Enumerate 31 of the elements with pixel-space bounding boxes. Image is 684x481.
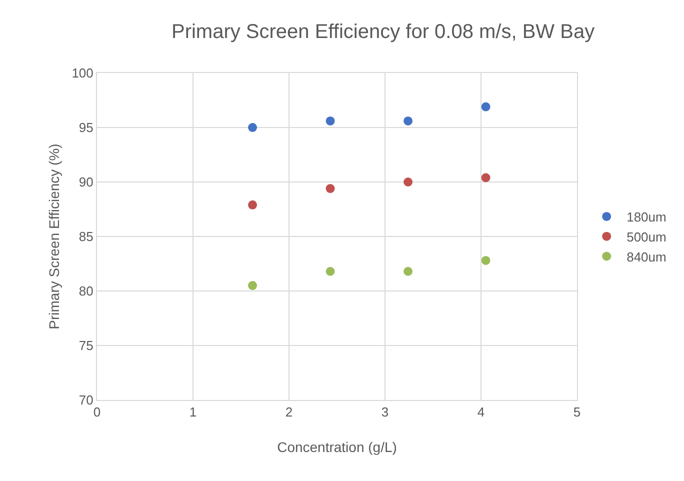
x-axis-title: Concentration (g/L)	[277, 439, 397, 455]
x-tick-label: 3	[381, 404, 389, 420]
legend-label: 500um	[626, 229, 666, 244]
point	[481, 256, 490, 265]
legend-label: 840um	[626, 249, 666, 264]
x-tick-label: 5	[573, 404, 581, 420]
x-tick-label: 1	[189, 404, 197, 420]
y-axis-title: Primary Screen Efficiency (%)	[46, 144, 62, 330]
y-tick-label: 100	[72, 66, 94, 81]
point	[326, 116, 335, 126]
y-tick-label: 90	[78, 174, 94, 190]
y-tick-label: 70	[78, 392, 94, 408]
y-tick-label: 95	[78, 120, 94, 136]
x-tick-label: 2	[285, 404, 293, 420]
point	[248, 200, 258, 210]
point	[248, 281, 258, 290]
point	[404, 266, 413, 276]
chart-title: Primary Screen Efficiency for 0.08 m/s, BW Bay	[171, 21, 595, 44]
point	[248, 123, 258, 132]
y-tick-label: 75	[78, 338, 94, 354]
legend-label: 180um	[626, 210, 666, 225]
point	[481, 173, 490, 182]
point	[481, 102, 490, 112]
x-tick-label: 4	[477, 404, 485, 420]
point	[326, 184, 335, 194]
y-tick-label: 85	[78, 229, 94, 244]
point	[404, 178, 413, 186]
x-tick-label: 0	[93, 404, 101, 420]
y-tick-label: 80	[78, 284, 94, 299]
point	[404, 116, 413, 126]
point	[326, 266, 335, 276]
